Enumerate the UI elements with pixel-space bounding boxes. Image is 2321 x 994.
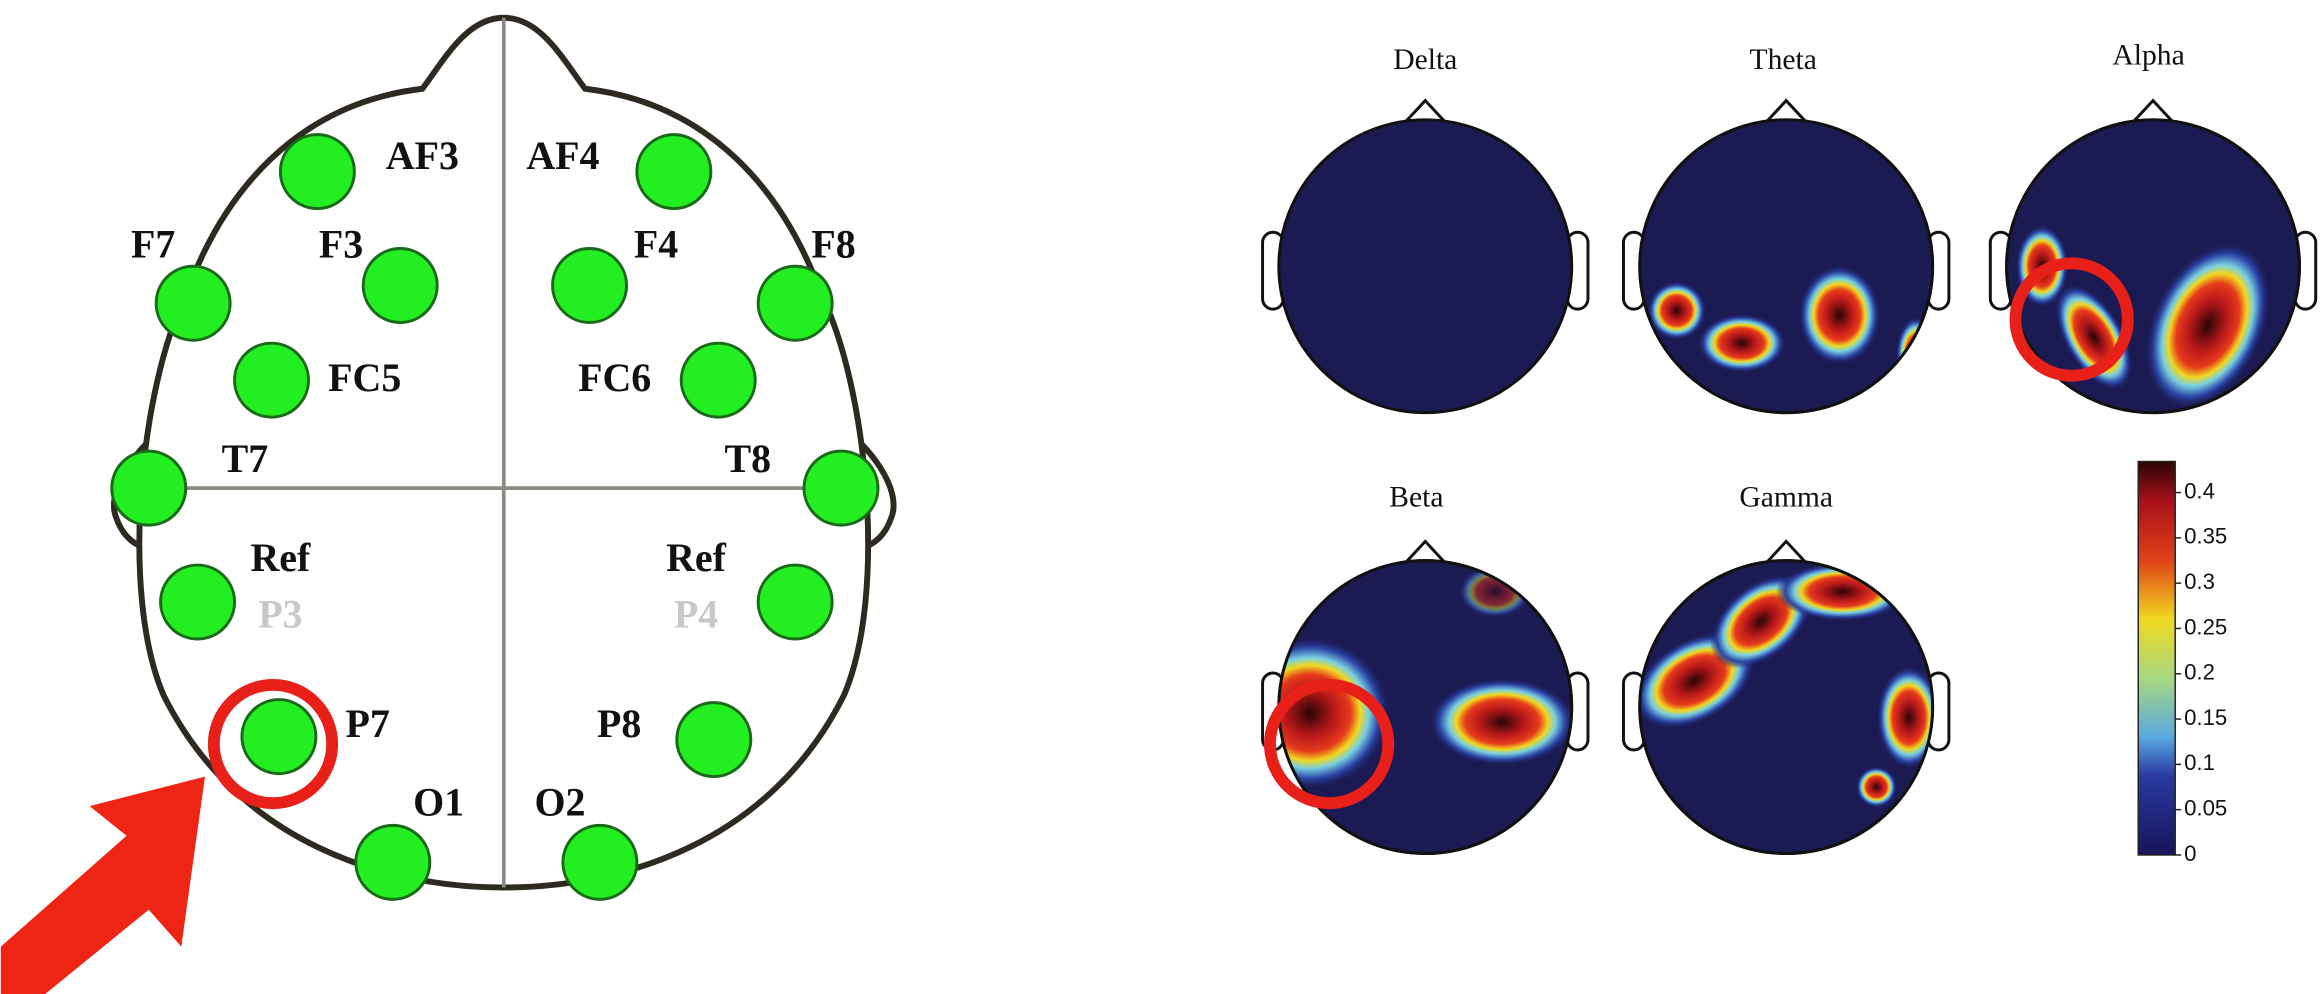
colorbar-tick-label: 0.2 xyxy=(2184,660,2215,685)
colorbar-tick-label: 0 xyxy=(2184,841,2196,866)
electrode xyxy=(635,133,713,211)
electrode xyxy=(679,341,757,419)
topo-title: Gamma xyxy=(1739,482,1833,514)
electrode xyxy=(159,563,237,641)
electrode xyxy=(110,449,188,527)
colorbar-tick-label: 0.15 xyxy=(2184,705,2227,730)
electrode-label: F3 xyxy=(319,222,363,267)
colorbar-tick-label: 0.4 xyxy=(2184,478,2215,503)
electrode-sublabel: P3 xyxy=(258,591,302,636)
topomap xyxy=(1261,539,1590,855)
highlight-circle xyxy=(1264,678,1395,810)
electrode-label: P8 xyxy=(597,701,641,746)
highlight-circle xyxy=(207,678,339,810)
electrode-label: P7 xyxy=(345,701,389,746)
colorbar-tick-label: 0.25 xyxy=(2184,614,2227,639)
electrode xyxy=(675,701,753,779)
electrode-label: Ref xyxy=(250,535,311,580)
topo-title: Theta xyxy=(1750,44,1817,76)
topomap xyxy=(1988,98,2318,415)
highlight-circle xyxy=(2009,257,2134,382)
colorbar-tick-label: 0.3 xyxy=(2184,569,2215,594)
topomap xyxy=(1622,98,1951,415)
electrode xyxy=(756,563,834,641)
electrode-label: F7 xyxy=(131,222,175,267)
electrode-label: AF4 xyxy=(526,133,599,178)
electrode xyxy=(240,698,318,776)
topo-title: Delta xyxy=(1393,44,1457,76)
electrode xyxy=(278,133,356,211)
topo-title: Beta xyxy=(1389,482,1443,514)
head-diagram xyxy=(111,14,897,891)
electrode-label: FC5 xyxy=(328,355,401,400)
colorbar-tick-label: 0.1 xyxy=(2184,750,2215,775)
electrode xyxy=(361,247,439,324)
electrode xyxy=(354,823,432,901)
electrode-label: Ref xyxy=(666,535,727,580)
arrow xyxy=(0,776,205,994)
electrode-labels: AF3 AF4 F7 F3 F4 F8 FC5 FC6 T7 T8 Ref P3… xyxy=(131,133,856,824)
electrode-label: F8 xyxy=(811,222,855,267)
electrode-label: T8 xyxy=(725,436,772,481)
colorbar-tick-label: 0.35 xyxy=(2184,524,2227,549)
electrode-label: F4 xyxy=(634,222,678,267)
colorbar xyxy=(2137,460,2176,856)
electrode-label: FC6 xyxy=(578,355,651,400)
electrode-sublabel: P4 xyxy=(674,591,718,636)
colorbar-tick-label: 0.05 xyxy=(2184,796,2227,821)
topo-title: Alpha xyxy=(2112,39,2184,71)
electrode xyxy=(233,341,310,419)
electrode xyxy=(154,264,232,342)
topomap xyxy=(1622,539,1951,855)
electrode-label: O2 xyxy=(534,779,585,824)
electrode xyxy=(561,823,639,901)
electrodes xyxy=(110,133,880,901)
electrode-label: AF3 xyxy=(386,133,459,178)
electrode xyxy=(802,449,880,527)
electrode xyxy=(756,264,834,342)
electrode-label: O1 xyxy=(413,779,464,824)
electrode-label: T7 xyxy=(222,436,269,481)
colorbar-ticks: 0 0.05 0.1 0.15 0.2 0.25 0.3 0.35 0.4 xyxy=(2175,478,2227,866)
topomap xyxy=(1261,98,1590,415)
electrode xyxy=(551,247,628,324)
